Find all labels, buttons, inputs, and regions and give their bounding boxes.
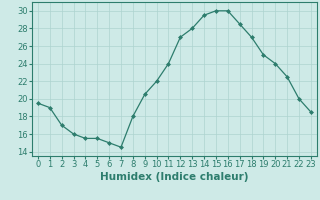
X-axis label: Humidex (Indice chaleur): Humidex (Indice chaleur): [100, 172, 249, 182]
